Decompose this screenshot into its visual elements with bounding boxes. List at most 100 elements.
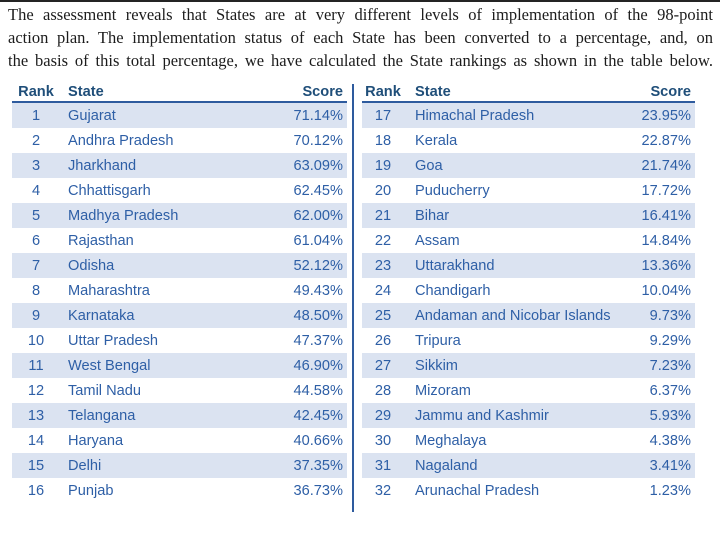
score-cell: 5.93%: [649, 407, 691, 424]
table-row: 16 Punjab 36.73%: [12, 478, 347, 503]
state-cell: Goa: [415, 157, 443, 174]
rank-cell: 27: [374, 357, 392, 374]
rank-cell: 28: [374, 382, 392, 399]
table-row: 12 Tamil Nadu 44.58%: [12, 378, 347, 403]
rank-cell: 6: [31, 232, 41, 249]
table-right-half: Rank State Score 17 Himachal Pradesh 23.95…: [362, 82, 695, 503]
score-cell: 62.00%: [293, 207, 344, 224]
score-cell: 36.73%: [293, 482, 344, 499]
rank-cell: 10: [27, 332, 45, 349]
table-row: 9 Karnataka 48.50%: [12, 303, 347, 328]
rank-cell: 18: [374, 132, 392, 149]
table-row: 28 Mizoram 6.37%: [362, 378, 695, 403]
state-cell: Meghalaya: [415, 432, 487, 449]
state-cell: Bihar: [415, 207, 450, 224]
table-row: 11 West Bengal 46.90%: [12, 353, 347, 378]
rank-header: Rank: [365, 83, 401, 100]
table-body-left: 1 Gujarat 71.14% 2 Andhra Pradesh 70.12% 3 Jhar…: [12, 103, 347, 503]
top-border-line: [0, 0, 720, 2]
state-cell: Jharkhand: [68, 157, 137, 174]
rank-cell: 5: [31, 207, 41, 224]
rank-header: Rank: [18, 83, 54, 100]
score-cell: 17.72%: [641, 182, 692, 199]
state-cell: Andaman and Nicobar Islands: [415, 307, 611, 324]
score-cell: 22.87%: [641, 132, 692, 149]
table-row: 24 Chandigarh 10.04%: [362, 278, 695, 303]
table-row: 4 Chhattisgarh 62.45%: [12, 178, 347, 203]
table-row: 26 Tripura 9.29%: [362, 328, 695, 353]
state-cell: Puducherry: [415, 182, 490, 199]
state-cell: Telangana: [68, 407, 136, 424]
score-cell: 23.95%: [641, 107, 692, 124]
score-cell: 9.29%: [649, 332, 691, 349]
score-cell: 70.12%: [293, 132, 344, 149]
rank-cell: 9: [31, 307, 41, 324]
table-row: 8 Maharashtra 49.43%: [12, 278, 347, 303]
rank-cell: 4: [31, 182, 41, 199]
rank-cell: 16: [27, 482, 45, 499]
state-cell: Punjab: [68, 482, 114, 499]
score-header: Score: [302, 83, 343, 100]
table-row: 20 Puducherry 17.72%: [362, 178, 695, 203]
score-cell: 1.23%: [649, 482, 691, 499]
state-cell: Haryana: [68, 432, 124, 449]
rank-cell: 12: [27, 382, 45, 399]
table-row: 32 Arunachal Pradesh 1.23%: [362, 478, 695, 503]
score-cell: 40.66%: [293, 432, 344, 449]
score-cell: 16.41%: [641, 207, 692, 224]
rank-cell: 30: [374, 432, 392, 449]
rank-cell: 32: [374, 482, 392, 499]
state-cell: Delhi: [68, 457, 102, 474]
score-cell: 37.35%: [293, 457, 344, 474]
table-row: 31 Nagaland 3.41%: [362, 453, 695, 478]
score-cell: 71.14%: [293, 107, 344, 124]
rank-cell: 25: [374, 307, 392, 324]
rank-cell: 29: [374, 407, 392, 424]
state-cell: Assam: [415, 232, 460, 249]
rank-cell: 20: [374, 182, 392, 199]
score-cell: 13.36%: [641, 257, 692, 274]
table-body-right: 17 Himachal Pradesh 23.95% 18 Kerala 22.87% 19…: [362, 103, 695, 503]
state-cell: Kerala: [415, 132, 458, 149]
table-row: 13 Telangana 42.45%: [12, 403, 347, 428]
score-cell: 7.23%: [649, 357, 691, 374]
table-row: 10 Uttar Pradesh 47.37%: [12, 328, 347, 353]
state-rankings-table: Rank State Score 1 Gujarat 71.14% 2 Andhra P…: [0, 82, 720, 514]
rank-cell: 15: [27, 457, 45, 474]
state-cell: Rajasthan: [68, 232, 134, 249]
score-cell: 42.45%: [293, 407, 344, 424]
score-cell: 21.74%: [641, 157, 692, 174]
score-cell: 52.12%: [293, 257, 344, 274]
table-row: 7 Odisha 52.12%: [12, 253, 347, 278]
rank-cell: 21: [374, 207, 392, 224]
state-cell: Mizoram: [415, 382, 471, 399]
table-row: 22 Assam 14.84%: [362, 228, 695, 253]
score-cell: 14.84%: [641, 232, 692, 249]
score-cell: 44.58%: [293, 382, 344, 399]
table-row: 17 Himachal Pradesh 23.95%: [362, 103, 695, 128]
state-cell: Uttar Pradesh: [68, 332, 159, 349]
table-row: 1 Gujarat 71.14%: [12, 103, 347, 128]
table-divider: [352, 84, 354, 512]
state-header: State: [415, 83, 451, 100]
table-left-half: Rank State Score 1 Gujarat 71.14% 2 Andhra P…: [12, 82, 347, 503]
score-cell: 10.04%: [641, 282, 692, 299]
rank-cell: 1: [31, 107, 41, 124]
state-cell: Himachal Pradesh: [415, 107, 535, 124]
table-row: 23 Uttarakhand 13.36%: [362, 253, 695, 278]
score-header: Score: [650, 83, 691, 100]
rank-cell: 23: [374, 257, 392, 274]
rank-cell: 19: [374, 157, 392, 174]
table-row: 14 Haryana 40.66%: [12, 428, 347, 453]
score-cell: 9.73%: [649, 307, 691, 324]
paragraph-line: The assessment reveals that States are a…: [8, 5, 713, 24]
state-cell: Chhattisgarh: [68, 182, 151, 199]
score-cell: 47.37%: [293, 332, 344, 349]
state-cell: Chandigarh: [415, 282, 491, 299]
state-cell: West Bengal: [68, 357, 151, 374]
state-header: State: [68, 83, 104, 100]
score-cell: 6.37%: [649, 382, 691, 399]
rank-cell: 11: [28, 357, 44, 374]
rank-cell: 8: [31, 282, 41, 299]
intro-paragraph: The assessment reveals that States are a…: [8, 3, 713, 72]
